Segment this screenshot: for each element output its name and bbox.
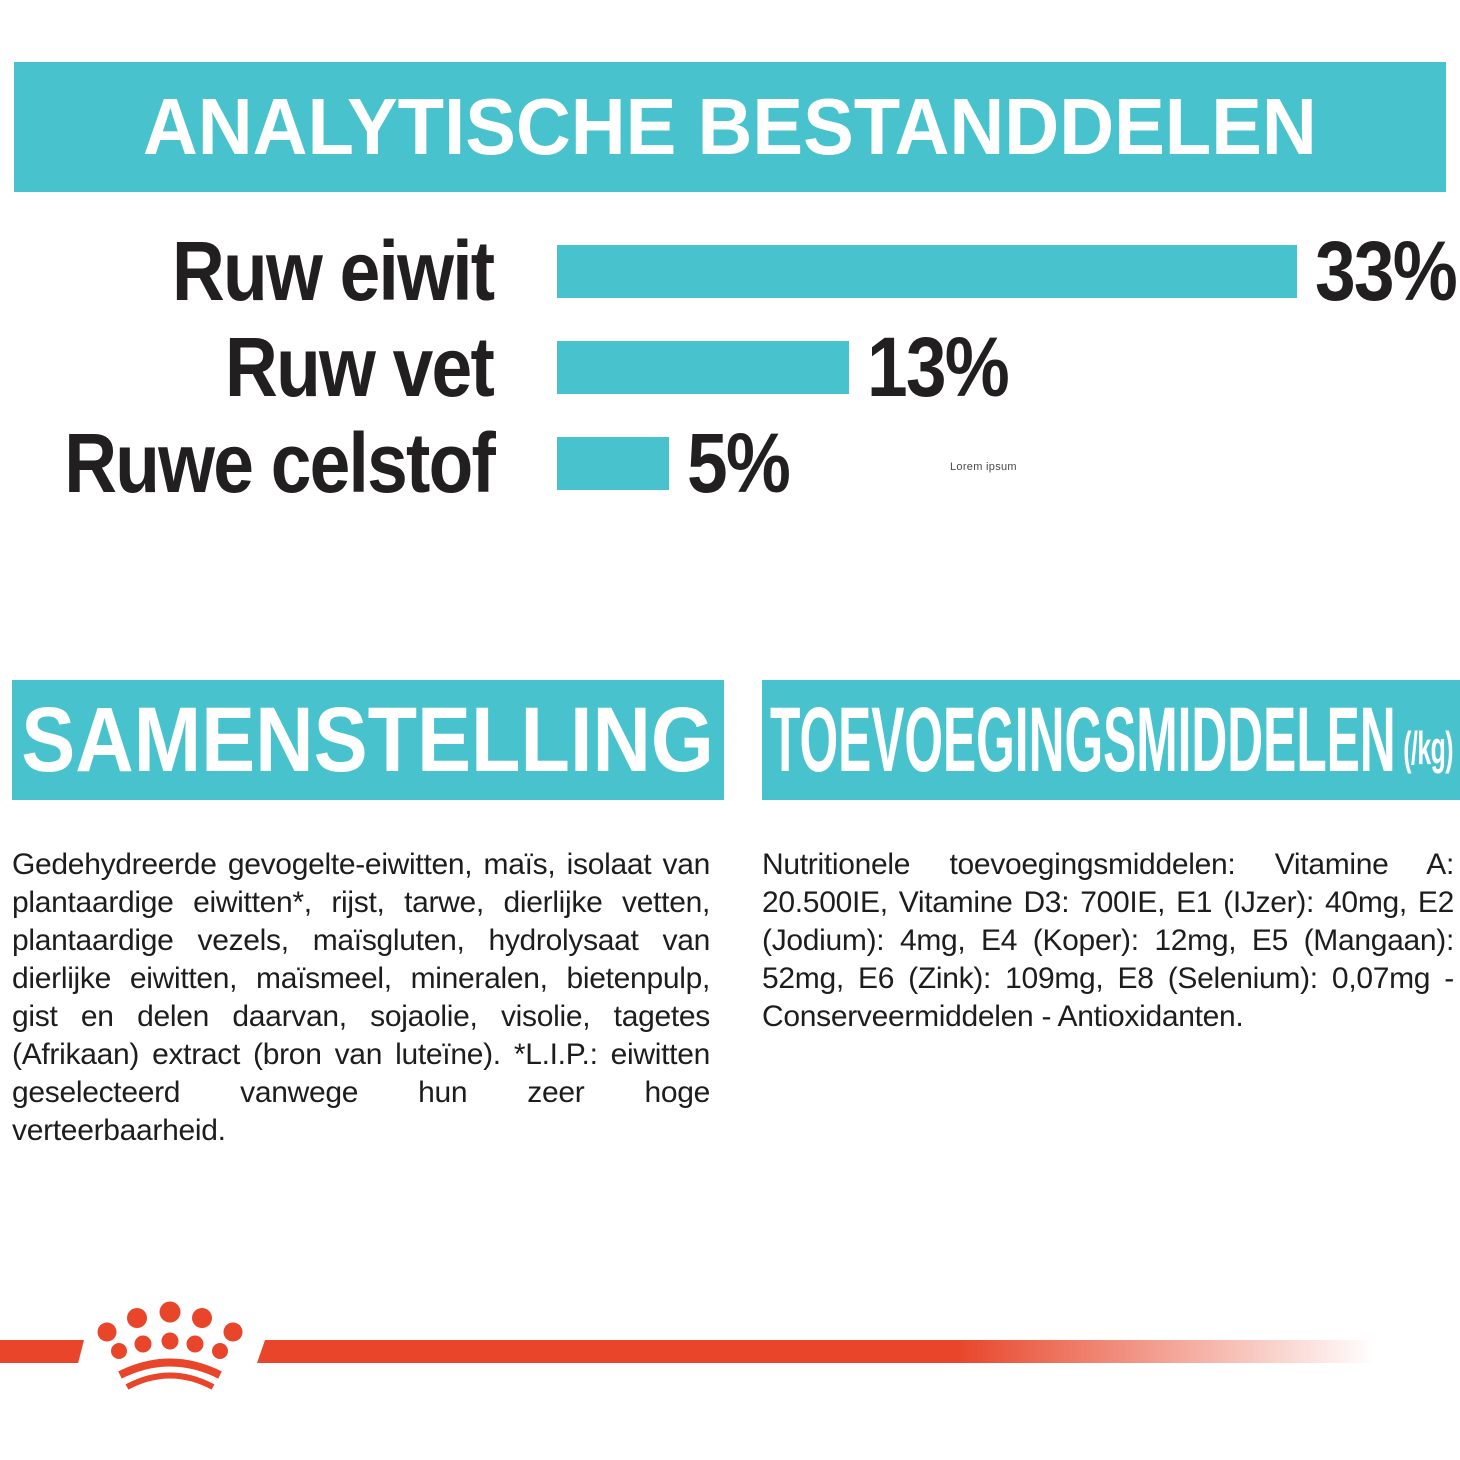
- lorem-ipsum-watermark: Lorem ipsum: [950, 461, 1017, 473]
- chart-row: Ruwe celstof 5%: [0, 416, 1460, 510]
- analytical-constituents-banner: ANALYTISCHE BESTANDDELEN: [14, 62, 1446, 192]
- chart-row: Ruw vet 13%: [0, 320, 1460, 414]
- composition-banner: SAMENSTELLING: [12, 680, 724, 800]
- analytical-constituents-title: ANALYTISCHE BESTANDDELEN: [143, 82, 1317, 171]
- bar: [557, 245, 1297, 298]
- composition-body: Gedehydreerde gevogelte-eiwitten, maïs, …: [12, 848, 710, 1147]
- bar-value-label: 13%: [867, 320, 1010, 414]
- bar: [557, 341, 849, 394]
- chart-category-label: Ruwe celstof: [64, 416, 496, 510]
- bar-value-label: 5%: [687, 416, 791, 510]
- composition-title: SAMENSTELLING: [21, 688, 715, 791]
- chart-category-label: Ruw eiwit: [171, 224, 495, 318]
- footer-rule-left: [0, 1340, 84, 1363]
- footer-rule-right: [257, 1340, 1460, 1363]
- additives-title-unit: (/kg): [1403, 721, 1453, 774]
- additives-banner: TOEVOEGINGSMIDDELEN (/kg): [762, 680, 1460, 800]
- bar-value-label: 33%: [1315, 224, 1458, 318]
- chart-row: Ruw eiwit 33%: [0, 224, 1460, 318]
- additives-title: TOEVOEGINGSMIDDELEN: [770, 688, 1396, 791]
- chart-category-label: Ruw vet: [224, 320, 495, 414]
- bar: [557, 437, 669, 490]
- additives-body: Nutritionele toevoegingsmiddelen: Vitami…: [762, 848, 1454, 1033]
- royal-canin-crown-icon: [97, 1301, 243, 1390]
